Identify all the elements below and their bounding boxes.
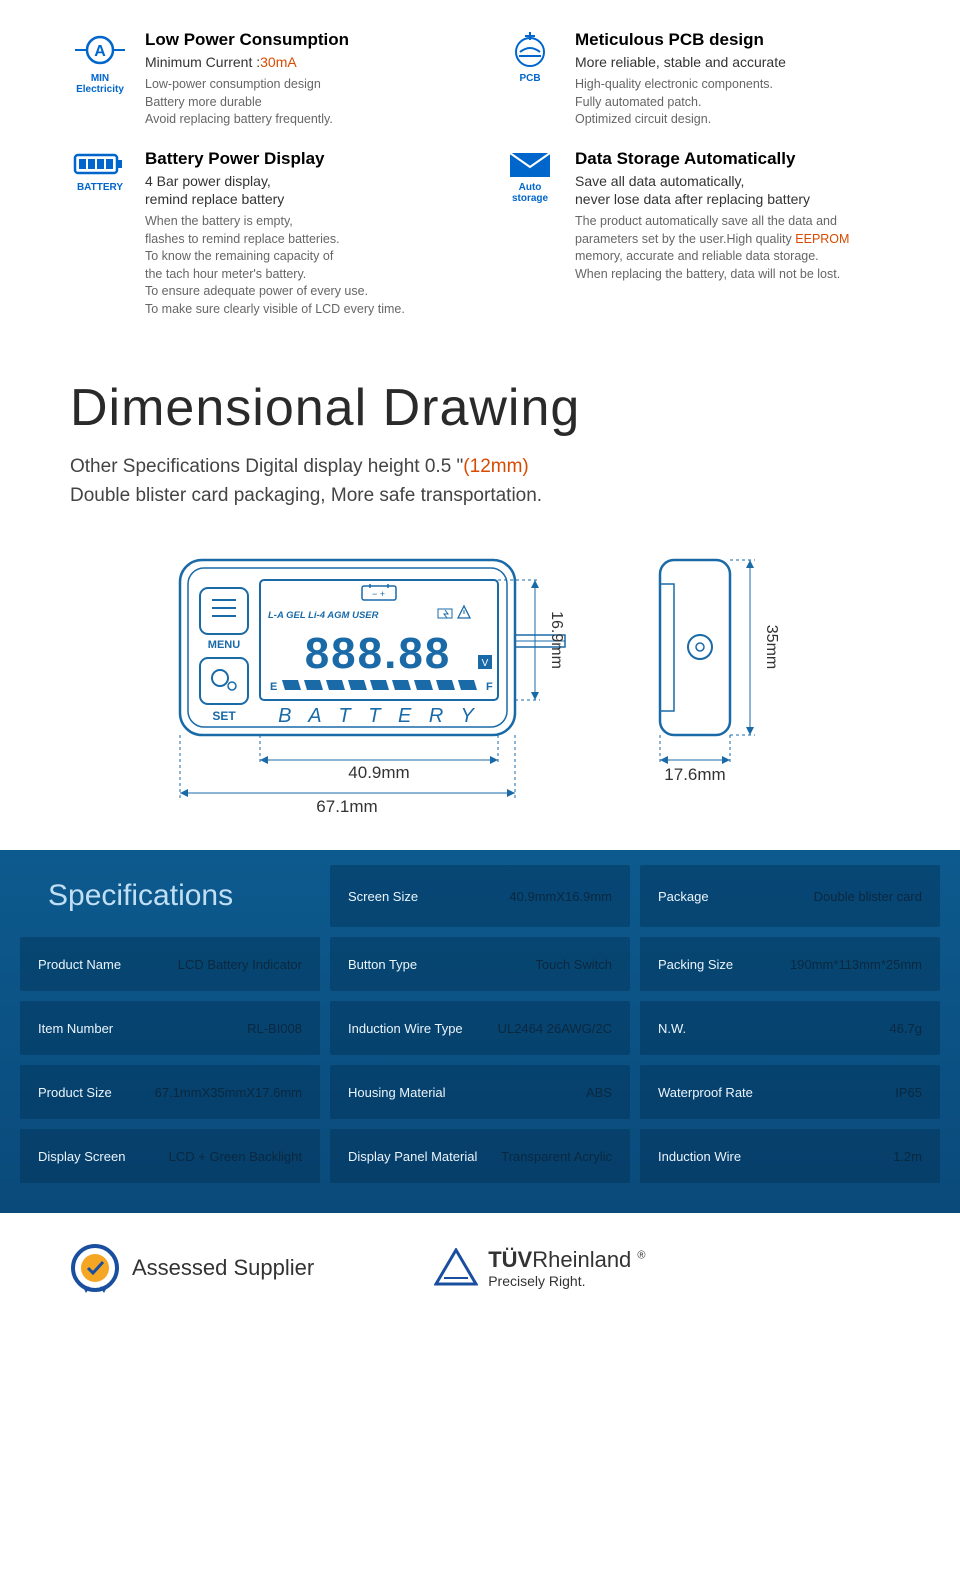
- feature-low-power: A MIN Electricity Low Power Consumption …: [70, 30, 460, 129]
- feature-subtitle: Minimum Current :30mA: [145, 53, 460, 71]
- icon-label: PCB: [500, 73, 560, 84]
- tuv-tagline: Precisely Right.: [488, 1273, 645, 1289]
- ribbon-seal-icon: [70, 1243, 120, 1293]
- icon-label: Auto storage: [500, 182, 560, 204]
- specs-title: Specifications: [38, 879, 233, 913]
- feature-title: Low Power Consumption: [145, 30, 460, 50]
- specs-title-cell: Specifications: [20, 865, 320, 927]
- spec-row: Product Size67.1mmX35mmX17.6mm: [20, 1065, 320, 1119]
- dimensional-drawing: MENU SET − + L-A GEL Li-4 AGM USER 888.8…: [70, 540, 890, 820]
- svg-text:F: F: [486, 681, 493, 693]
- spec-row: Induction Wire TypeUL2464 26AWG/2C: [330, 1001, 630, 1055]
- feature-desc: When the battery is empty, flashes to re…: [145, 213, 460, 318]
- spec-row: Screen Size40.9mmX16.9mm: [330, 865, 630, 927]
- svg-text:888.88: 888.88: [305, 629, 452, 678]
- spec-row: Packing Size190mm*113mm*25mm: [640, 937, 940, 991]
- spec-row: Item NumberRL-BI008: [20, 1001, 320, 1055]
- feature-title: Meticulous PCB design: [575, 30, 890, 50]
- battery-icon: BATTERY: [70, 149, 130, 318]
- feature-battery-display: BATTERY Battery Power Display 4 Bar powe…: [70, 149, 460, 318]
- feature-desc: Low-power consumption design Battery mor…: [145, 76, 460, 129]
- spec-row: Induction Wire1.2m: [640, 1129, 940, 1183]
- icon-label: MIN Electricity: [70, 73, 130, 95]
- spec-row: Button TypeTouch Switch: [330, 937, 630, 991]
- svg-text:MENU: MENU: [208, 639, 240, 651]
- svg-text:40.9mm: 40.9mm: [348, 763, 409, 782]
- specifications-section: Specifications Screen Size40.9mmX16.9mm …: [0, 850, 960, 1213]
- svg-text:A: A: [94, 43, 106, 60]
- feature-subtitle: 4 Bar power display, remind replace batt…: [145, 172, 460, 208]
- assessed-supplier-text: Assessed Supplier: [132, 1255, 314, 1281]
- ammeter-icon: A MIN Electricity: [70, 30, 130, 129]
- pcb-icon: PCB: [500, 30, 560, 129]
- icon-label: BATTERY: [70, 182, 130, 193]
- svg-text:16.9mm: 16.9mm: [548, 611, 565, 669]
- envelope-icon: Auto storage: [500, 149, 560, 318]
- device-front-view: MENU SET − + L-A GEL Li-4 AGM USER 888.8…: [160, 540, 590, 820]
- section-subtitle: Other Specifications Digital display hei…: [70, 453, 890, 510]
- svg-text:V: V: [482, 658, 489, 669]
- spec-row: Housing MaterialABS: [330, 1065, 630, 1119]
- feature-desc: High-quality electronic components. Full…: [575, 76, 890, 129]
- feature-title: Battery Power Display: [145, 149, 460, 169]
- tuv-name: TÜVRheinland ®: [488, 1247, 645, 1273]
- svg-text:SET: SET: [212, 709, 236, 723]
- tuv-triangle-icon: [434, 1248, 478, 1288]
- tuv-badge: TÜVRheinland ® Precisely Right.: [434, 1247, 645, 1289]
- svg-text:E: E: [270, 681, 277, 693]
- spec-row: Display ScreenLCD + Green Backlight: [20, 1129, 320, 1183]
- feature-title: Data Storage Automatically: [575, 149, 890, 169]
- svg-text:− +: − +: [372, 589, 385, 599]
- specs-grid: Specifications Screen Size40.9mmX16.9mm …: [20, 865, 940, 1183]
- feature-subtitle: More reliable, stable and accurate: [575, 53, 890, 71]
- dimensional-section: Dimensional Drawing Other Specifications…: [0, 338, 960, 850]
- svg-text:17.6mm: 17.6mm: [664, 765, 725, 784]
- spec-row: Display Panel MaterialTransparent Acryli…: [330, 1129, 630, 1183]
- svg-text:35mm: 35mm: [763, 625, 780, 669]
- features-grid: A MIN Electricity Low Power Consumption …: [0, 0, 960, 338]
- section-title: Dimensional Drawing: [70, 378, 890, 438]
- feature-desc: The product automatically save all the d…: [575, 213, 890, 283]
- assessed-supplier-badge: Assessed Supplier: [70, 1243, 314, 1293]
- device-side-view: 35mm 17.6mm: [620, 540, 800, 820]
- spec-row: PackageDouble blister card: [640, 865, 940, 927]
- feature-data-storage: Auto storage Data Storage Automatically …: [500, 149, 890, 318]
- spec-row: N.W.46.7g: [640, 1001, 940, 1055]
- svg-text:L-A GEL Li-4 AGM USER: L-A GEL Li-4 AGM USER: [268, 610, 379, 621]
- svg-text:B A T T E R Y: B A T T E R Y: [278, 705, 480, 727]
- feature-subtitle: Save all data automatically, never lose …: [575, 172, 890, 208]
- spec-row: Product NameLCD Battery Indicator: [20, 937, 320, 991]
- certifications: Assessed Supplier TÜVRheinland ® Precise…: [0, 1213, 960, 1323]
- spec-row: Waterproof RateIP65: [640, 1065, 940, 1119]
- feature-pcb: PCB Meticulous PCB design More reliable,…: [500, 30, 890, 129]
- svg-text:67.1mm: 67.1mm: [316, 797, 377, 816]
